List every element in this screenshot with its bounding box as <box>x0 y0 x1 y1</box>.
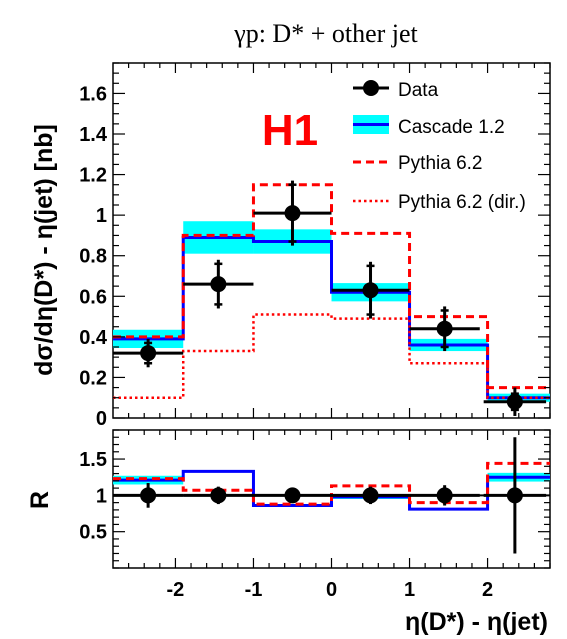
y-tick-label: 1.2 <box>79 165 107 187</box>
legend-entry-cascade: Cascade 1.2 <box>353 115 505 138</box>
data-point <box>140 487 157 504</box>
top-plot: 0 0.2 0.4 0.6 0.8 1 1.2 1.4 1.6 <box>79 62 551 430</box>
data-point <box>362 282 379 299</box>
data-point <box>436 487 453 504</box>
y-tick-label: 1 <box>96 485 107 507</box>
y-axis-label-bottom: R <box>26 491 54 509</box>
y-tick-label: 0 <box>96 408 107 430</box>
legend-entry-pythia-direct: Pythia 6.2 (dir.) <box>353 192 526 213</box>
y-axis-label-top: dσ/dη(D*) - η(jet) [nb] <box>30 124 58 376</box>
x-axis-label: η(D*) - η(jet) <box>405 608 548 636</box>
bottom-plot: 0.5 1 1.5 -2 -1 0 1 2 <box>79 429 551 601</box>
data-point <box>140 345 157 362</box>
y-tick-label: 0.4 <box>79 327 108 349</box>
y-tick-label: 0.2 <box>79 367 107 389</box>
data-point <box>284 487 301 504</box>
h1-logo: H1 <box>262 106 318 155</box>
y-tick-label: 0.5 <box>79 522 107 544</box>
data-point <box>506 487 523 504</box>
y-tick-label: 1.4 <box>79 124 108 146</box>
legend-entry-pythia: Pythia 6.2 <box>353 153 483 174</box>
x-tick-label: 1 <box>404 579 415 601</box>
y-tick-label: 0.6 <box>79 286 107 308</box>
x-tick-label: 2 <box>482 579 493 601</box>
data-point <box>436 320 453 337</box>
legend-label-data: Data <box>398 80 439 101</box>
data-point <box>284 205 301 222</box>
y-tick-label: 1 <box>96 205 107 227</box>
x-tick-label: 0 <box>326 579 337 601</box>
y-tick-label: 1.6 <box>79 83 107 105</box>
data-point <box>506 393 523 410</box>
series-step-pythia-6-2-dir <box>113 313 550 399</box>
legend-data-marker <box>363 80 379 96</box>
chart-title: γp: D* + other jet <box>233 19 418 48</box>
x-tick-label: -2 <box>167 579 185 601</box>
x-tick-label: -1 <box>245 579 263 601</box>
legend-label-pythia: Pythia 6.2 <box>398 153 483 174</box>
legend-label-pythia-direct: Pythia 6.2 (dir.) <box>398 192 526 213</box>
data-point <box>210 276 227 293</box>
data-point <box>362 487 379 504</box>
legend-label-cascade: Cascade 1.2 <box>398 117 505 138</box>
series-step-pythia-6-2 <box>113 183 550 390</box>
y-tick-label: 0.8 <box>79 246 107 268</box>
y-tick-label: 1.5 <box>79 449 107 471</box>
legend-entry-data: Data <box>353 80 439 101</box>
data-point <box>210 487 227 504</box>
legend: Data Cascade 1.2 Pythia 6.2 Pythia 6.2 (… <box>353 80 526 213</box>
